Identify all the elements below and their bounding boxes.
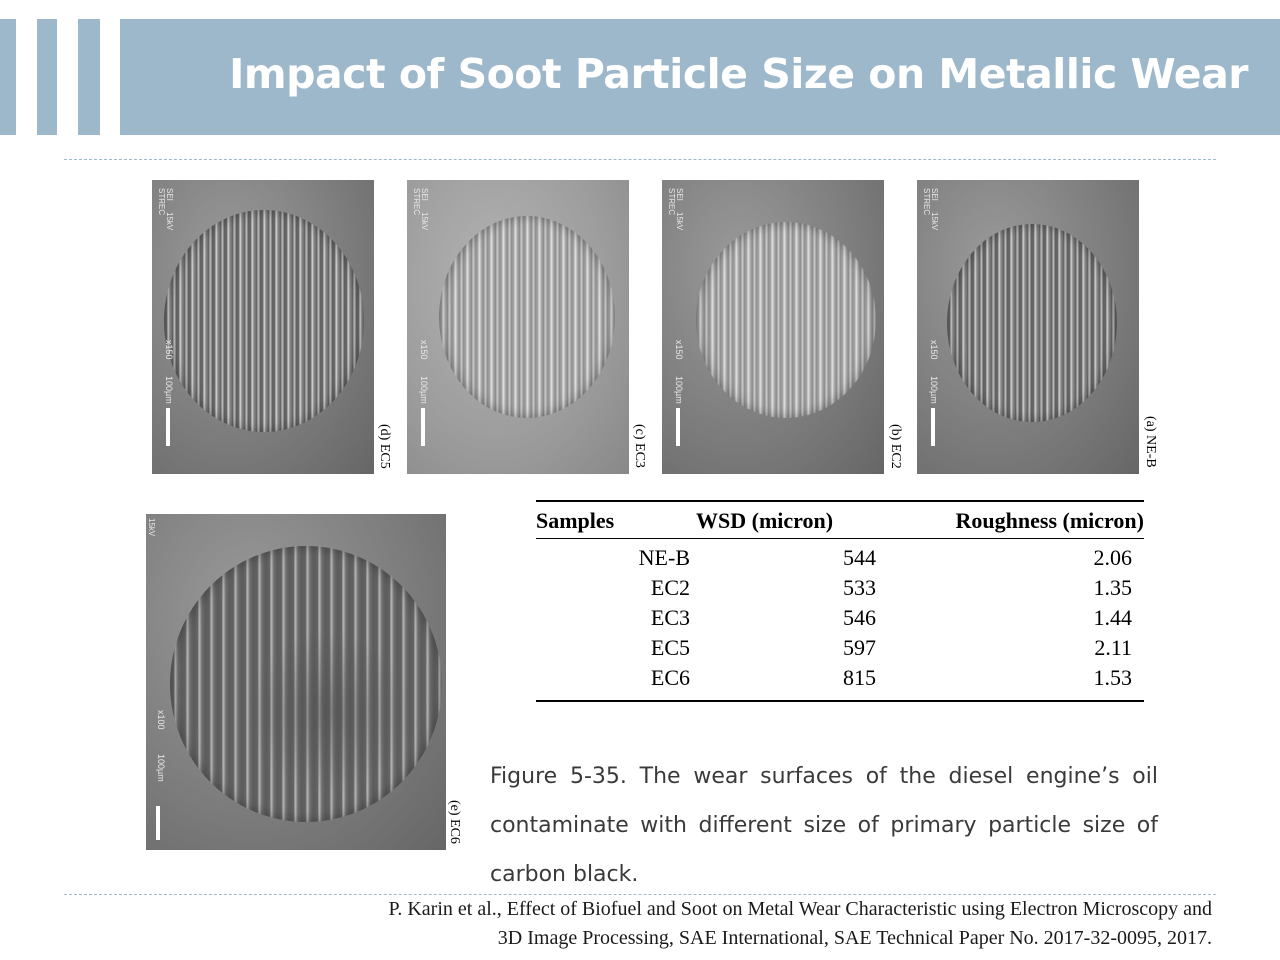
- wsd-value: 533: [843, 575, 876, 600]
- sem-voltage-label: 15kV: [165, 212, 174, 231]
- sample-name: EC2: [650, 575, 690, 600]
- table-row: EC2 533 1.35: [536, 573, 1144, 603]
- citation-line-2: 3D Image Processing, SAE International, …: [497, 927, 1212, 949]
- sem-scale-label: 100µm: [929, 376, 939, 404]
- scale-bar: [676, 408, 680, 446]
- citation-line-1: P. Karin et al., Effect of Biofuel and S…: [388, 898, 1212, 920]
- scale-bar: [166, 408, 170, 446]
- sem-scale-label: 100µm: [674, 376, 684, 404]
- figure-caption: Figure 5-35. The wear surfaces of the di…: [490, 764, 1158, 887]
- header-accent-bar: [78, 19, 100, 135]
- panel-label-ec5: (d) EC5: [377, 424, 392, 469]
- sem-scale-label: 100µm: [164, 376, 174, 404]
- wsd-value: 597: [843, 635, 876, 660]
- sample-name: EC5: [650, 635, 690, 660]
- title-banner: [120, 19, 1280, 135]
- table-header-row: Samples WSD (micron) Roughness (micron): [536, 501, 1144, 539]
- scale-bar: [931, 408, 935, 446]
- divider-top: [64, 159, 1216, 160]
- panel-label-ne-b: (a) NE-B: [1143, 416, 1158, 468]
- sem-image-ec5: SEI STREC 15kV x150 100µm: [152, 180, 374, 474]
- wsd-value: 815: [843, 665, 876, 690]
- sample-name: NE-B: [638, 545, 690, 570]
- sem-detector-label: SEI: [165, 188, 174, 201]
- column-header-roughness: Roughness (micron): [906, 501, 1144, 539]
- table-row: NE-B 544 2.06: [536, 539, 1144, 574]
- header-accent-bar: [37, 19, 57, 135]
- sem-detector-label: SEI: [675, 188, 684, 201]
- table-row: EC3 546 1.44: [536, 603, 1144, 633]
- divider-bottom: [64, 894, 1216, 895]
- panel-label-ec6: (e) EC6: [447, 800, 462, 844]
- scale-bar: [421, 408, 425, 446]
- wsd-value: 544: [843, 545, 876, 570]
- table-row: EC5 597 2.11: [536, 633, 1144, 663]
- citation: P. Karin et al., Effect of Biofuel and S…: [162, 895, 1212, 953]
- sem-voltage-label: 15kV: [930, 212, 939, 231]
- column-header-samples: Samples: [536, 501, 696, 539]
- sem-voltage-label: 15kV: [147, 518, 156, 537]
- panel-label-ec3: (c) EC3: [632, 424, 647, 468]
- roughness-value: 1.44: [1093, 605, 1133, 630]
- sem-detector-label: SEI: [930, 188, 939, 201]
- table-row: EC6 815 1.53: [536, 663, 1144, 701]
- roughness-value: 1.53: [1093, 665, 1133, 690]
- sample-name: EC3: [650, 605, 690, 630]
- sem-scale-label: 100µm: [156, 754, 166, 782]
- wsd-value: 546: [843, 605, 876, 630]
- roughness-value: 1.35: [1093, 575, 1133, 600]
- sem-image-ec2: SEI STREC 15kV x150 100µm: [662, 180, 884, 474]
- column-header-wsd: WSD (micron): [696, 501, 906, 539]
- sem-detector-label: SEI: [420, 188, 429, 201]
- roughness-value: 2.06: [1093, 545, 1133, 570]
- slide-title: Impact of Soot Particle Size on Metallic…: [229, 50, 1248, 98]
- sem-scale-label: 100µm: [419, 376, 429, 404]
- sem-image-ne-b: SEI STREC 15kV x150 100µm: [917, 180, 1139, 474]
- sample-name: EC6: [650, 665, 690, 690]
- sem-magnification-label: x150: [164, 340, 174, 360]
- header-accent-bar: [0, 19, 16, 135]
- sem-magnification-label: x150: [929, 340, 939, 360]
- sem-image-ec3: SEI STREC 15kV x150 100µm: [407, 180, 629, 474]
- sem-magnification-label: x150: [674, 340, 684, 360]
- scale-bar: [156, 806, 160, 840]
- sem-image-ec6: 15kV x100 100µm: [146, 514, 446, 850]
- sem-voltage-label: 15kV: [420, 212, 429, 231]
- sem-magnification-label: x100: [156, 710, 166, 730]
- sem-magnification-label: x150: [419, 340, 429, 360]
- panel-label-ec2: (b) EC2: [888, 424, 903, 469]
- roughness-value: 2.11: [1094, 635, 1132, 660]
- wear-data-table: Samples WSD (micron) Roughness (micron) …: [536, 500, 1144, 702]
- sem-voltage-label: 15kV: [675, 212, 684, 231]
